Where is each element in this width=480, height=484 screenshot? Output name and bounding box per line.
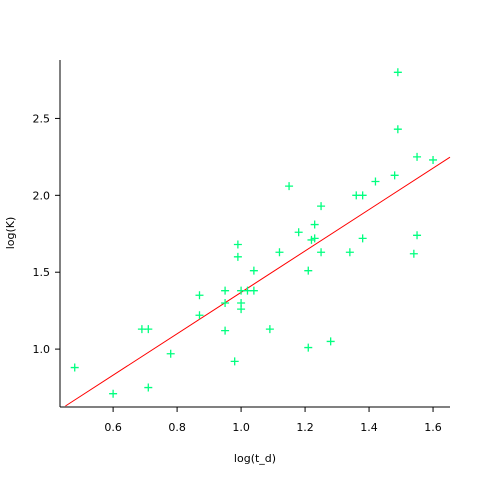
fit-line xyxy=(65,156,451,407)
point xyxy=(317,248,326,257)
point xyxy=(144,383,153,392)
point xyxy=(249,286,258,295)
point xyxy=(249,266,258,275)
point xyxy=(358,234,367,243)
point xyxy=(393,68,402,77)
point xyxy=(233,252,242,261)
x-tick-label: 1.0 xyxy=(232,421,250,434)
point xyxy=(230,357,239,366)
point xyxy=(265,325,274,334)
point xyxy=(310,220,319,229)
y-tick-label: 1.5 xyxy=(33,266,51,279)
point xyxy=(221,298,230,307)
point xyxy=(195,311,204,320)
point xyxy=(304,343,313,352)
point xyxy=(393,125,402,134)
point xyxy=(275,248,284,257)
point xyxy=(429,155,438,164)
point xyxy=(237,305,246,314)
point xyxy=(413,231,422,240)
x-tick-label: 0.6 xyxy=(104,421,122,434)
point xyxy=(326,337,335,346)
x-tick-label: 1.6 xyxy=(424,421,442,434)
point xyxy=(310,234,319,243)
point xyxy=(166,349,175,358)
x-tick-label: 1.4 xyxy=(360,421,378,434)
y-tick-label: 2.0 xyxy=(33,189,51,202)
x-tick-label: 1.2 xyxy=(296,421,314,434)
point xyxy=(371,177,380,186)
y-axis-label: log(K) xyxy=(4,217,17,250)
y-tick-label: 2.5 xyxy=(33,112,51,125)
point xyxy=(144,325,153,334)
y-tick-label: 1.0 xyxy=(33,343,51,356)
x-tick-label: 0.8 xyxy=(168,421,186,434)
point xyxy=(285,182,294,191)
point xyxy=(409,249,418,258)
point xyxy=(358,191,367,200)
point xyxy=(195,291,204,300)
x-axis-label: log(t_d) xyxy=(234,452,276,465)
point xyxy=(221,326,230,335)
point xyxy=(233,240,242,249)
point xyxy=(294,228,303,237)
point xyxy=(109,389,118,398)
point xyxy=(317,202,326,211)
point xyxy=(70,363,79,372)
point xyxy=(413,152,422,161)
point xyxy=(390,171,399,180)
point xyxy=(345,248,354,257)
point xyxy=(304,266,313,275)
point xyxy=(221,286,230,295)
